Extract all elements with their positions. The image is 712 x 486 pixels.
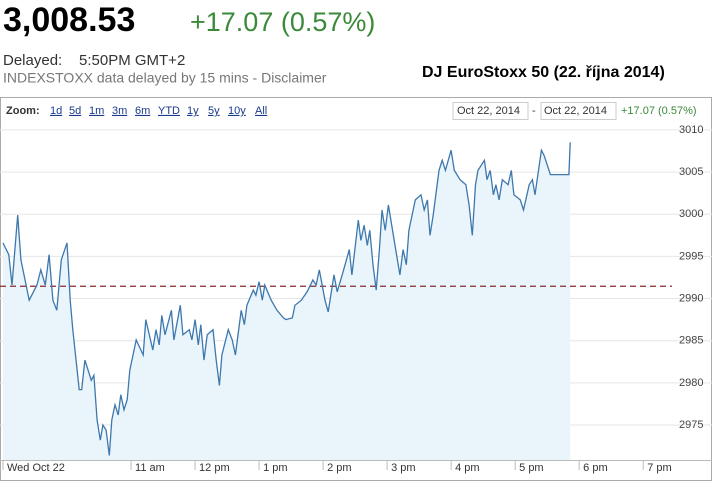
x-tick-label: 5 pm: [519, 462, 543, 474]
zoom-option[interactable]: 6m: [135, 105, 150, 117]
zoom-option[interactable]: YTD: [158, 105, 180, 117]
x-tick-label: 7 pm: [647, 462, 671, 474]
delayed-time: 5:50PM GMT+2: [79, 52, 185, 69]
y-tick-label: 3010: [679, 124, 703, 136]
area: [3, 142, 571, 461]
zoom-option[interactable]: 5d: [69, 105, 81, 117]
zoom-option[interactable]: 5y: [208, 105, 220, 117]
range-change: +17.07 (0.57%): [621, 105, 697, 117]
price: 3,008.53: [3, 1, 135, 39]
chart-title: DJ EuroStoxx 50 (22. října 2014): [422, 64, 665, 81]
x-tick-label: 2 pm: [327, 462, 351, 474]
delayed-label: Delayed:: [3, 52, 62, 69]
change: +17.07 (0.57%): [190, 7, 375, 37]
y-tick-label: 2990: [679, 292, 703, 304]
zoom-label: Zoom:: [6, 105, 40, 117]
y-tick-label: 3005: [679, 166, 703, 178]
zoom-option[interactable]: 1m: [89, 105, 104, 117]
range-start[interactable]: Oct 22, 2014: [457, 105, 520, 117]
y-tick-label: 3000: [679, 208, 703, 220]
x-tick-label: 3 pm: [391, 462, 415, 474]
zoom-option[interactable]: 10y: [228, 105, 246, 117]
x-tick-label: 11 am: [135, 462, 165, 474]
zoom-option[interactable]: 1d: [50, 105, 62, 117]
range-box[interactable]: [540, 102, 617, 120]
x-tick-label: 6 pm: [583, 462, 607, 474]
range-separator: -: [532, 105, 536, 117]
price-line: [2, 142, 571, 456]
range-box[interactable]: [452, 102, 529, 120]
zoom-option[interactable]: 3m: [112, 105, 127, 117]
x-tick-label: 12 pm: [199, 462, 230, 474]
zoom-option[interactable]: All: [255, 105, 267, 117]
source-note: INDEXSTOXX data delayed by 15 mins - Dis…: [3, 70, 327, 86]
y-tick-label: 2980: [679, 377, 703, 389]
zoom-option[interactable]: 1y: [187, 105, 199, 117]
range-end[interactable]: Oct 22, 2014: [544, 105, 607, 117]
x-tick-label: Wed Oct 22: [7, 462, 65, 474]
x-tick-label: 1 pm: [263, 462, 287, 474]
y-tick-label: 2985: [679, 335, 703, 347]
y-tick-label: 2975: [679, 419, 703, 431]
x-tick-label: 4 pm: [455, 462, 479, 474]
y-tick-label: 2995: [679, 250, 703, 262]
